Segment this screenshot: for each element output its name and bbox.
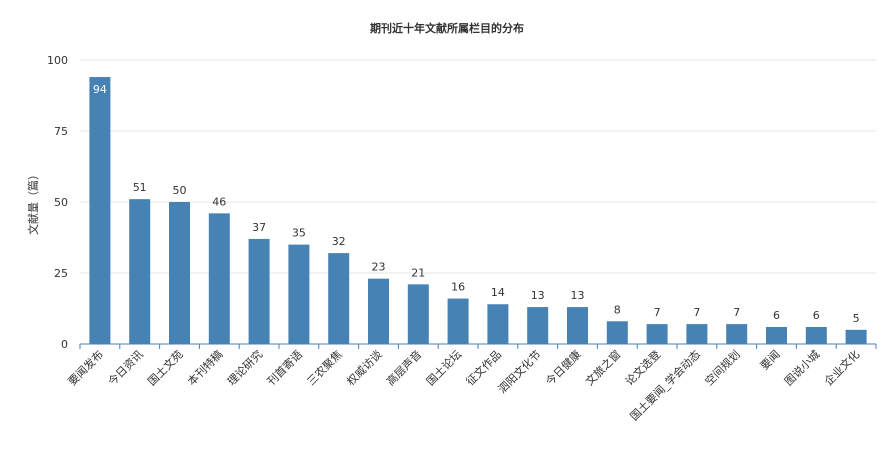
y-tick-label: 75 xyxy=(54,125,68,138)
x-tick-label: 国土要闻_学会动态 xyxy=(627,347,703,423)
data-label: 7 xyxy=(733,306,740,319)
data-label: 50 xyxy=(173,184,187,197)
x-tick-label: 本刊特稿 xyxy=(184,347,225,388)
x-tick-label: 要闻 xyxy=(757,347,782,372)
x-axis: 要闻发布 今日资讯 国土文苑 本刊特稿 理论研究 刊首寄语 三农聚焦 权威访谈 高层声音 国土论坛… xyxy=(65,347,862,423)
bar xyxy=(726,324,748,344)
data-label: 21 xyxy=(411,266,425,279)
data-label: 6 xyxy=(813,309,820,322)
x-tick-label: 今日健康 xyxy=(543,347,584,388)
data-label: 46 xyxy=(212,195,226,208)
bar xyxy=(248,238,270,344)
x-tick-label: 国土文苑 xyxy=(145,347,186,388)
bar xyxy=(686,324,708,344)
bar xyxy=(845,329,867,344)
x-tick-label: 图说小城 xyxy=(781,347,822,388)
bar xyxy=(89,77,111,344)
x-tick-label: 国土论坛 xyxy=(423,347,464,388)
bar xyxy=(328,253,350,344)
data-label: 14 xyxy=(491,286,505,299)
data-label: 35 xyxy=(292,227,306,240)
data-label: 32 xyxy=(332,235,346,248)
data-label: 94 xyxy=(93,83,107,96)
bar xyxy=(527,307,549,344)
x-tick-label: 企业文化 xyxy=(821,347,862,388)
x-tick-label: 空间规划 xyxy=(702,347,743,388)
data-label: 7 xyxy=(693,306,700,319)
data-label: 16 xyxy=(451,281,465,294)
x-tick-label: 三农聚焦 xyxy=(304,347,345,388)
y-axis-label: 文献量（篇） xyxy=(26,169,40,235)
data-label: 8 xyxy=(614,303,621,316)
data-label: 13 xyxy=(531,289,545,302)
bar xyxy=(129,199,151,344)
data-label: 23 xyxy=(372,261,386,274)
bar xyxy=(447,298,469,344)
x-tick-label: 泗阳文化节 xyxy=(495,347,544,396)
bar xyxy=(766,326,787,344)
data-label: 37 xyxy=(252,221,266,234)
bar xyxy=(805,326,827,344)
data-label: 5 xyxy=(853,312,860,325)
data-label: 7 xyxy=(654,306,661,319)
bar xyxy=(368,278,389,344)
x-tick-label: 文旅之窗 xyxy=(582,347,623,388)
data-label: 51 xyxy=(133,181,147,194)
data-label: 13 xyxy=(571,289,585,302)
bar xyxy=(487,304,509,344)
y-axis: 0 25 50 75 100 xyxy=(47,54,68,351)
x-tick-label: 刊首寄语 xyxy=(264,347,305,388)
bars xyxy=(89,77,867,344)
grid-lines xyxy=(80,59,876,274)
data-label: 6 xyxy=(773,309,780,322)
x-tick-label: 权威访谈 xyxy=(344,348,384,388)
x-axis-ticks xyxy=(79,344,877,349)
bar xyxy=(169,202,190,344)
y-tick-label: 25 xyxy=(54,267,68,280)
x-tick-label: 理论研究 xyxy=(224,347,265,388)
bar xyxy=(567,307,588,344)
y-tick-label: 0 xyxy=(61,338,68,351)
bar xyxy=(407,284,429,344)
x-tick-label: 征文作品 xyxy=(463,347,504,388)
x-tick-label: 要闻发布 xyxy=(65,347,106,388)
data-labels: 94 51 50 46 37 35 32 23 21 16 14 13 13 8 7 7 7 6 6 5 xyxy=(93,83,860,325)
bar xyxy=(288,244,310,344)
bar xyxy=(606,321,628,344)
x-tick-label: 今日资讯 xyxy=(105,347,146,388)
x-tick-label: 高层声音 xyxy=(383,347,424,388)
bar xyxy=(208,213,230,344)
y-tick-label: 50 xyxy=(54,196,68,209)
chart-title: 期刊近十年文献所属栏目的分布 xyxy=(370,21,524,35)
bar xyxy=(646,324,668,344)
y-tick-label: 100 xyxy=(47,54,68,67)
x-tick-label: 论文选登 xyxy=(622,347,663,388)
